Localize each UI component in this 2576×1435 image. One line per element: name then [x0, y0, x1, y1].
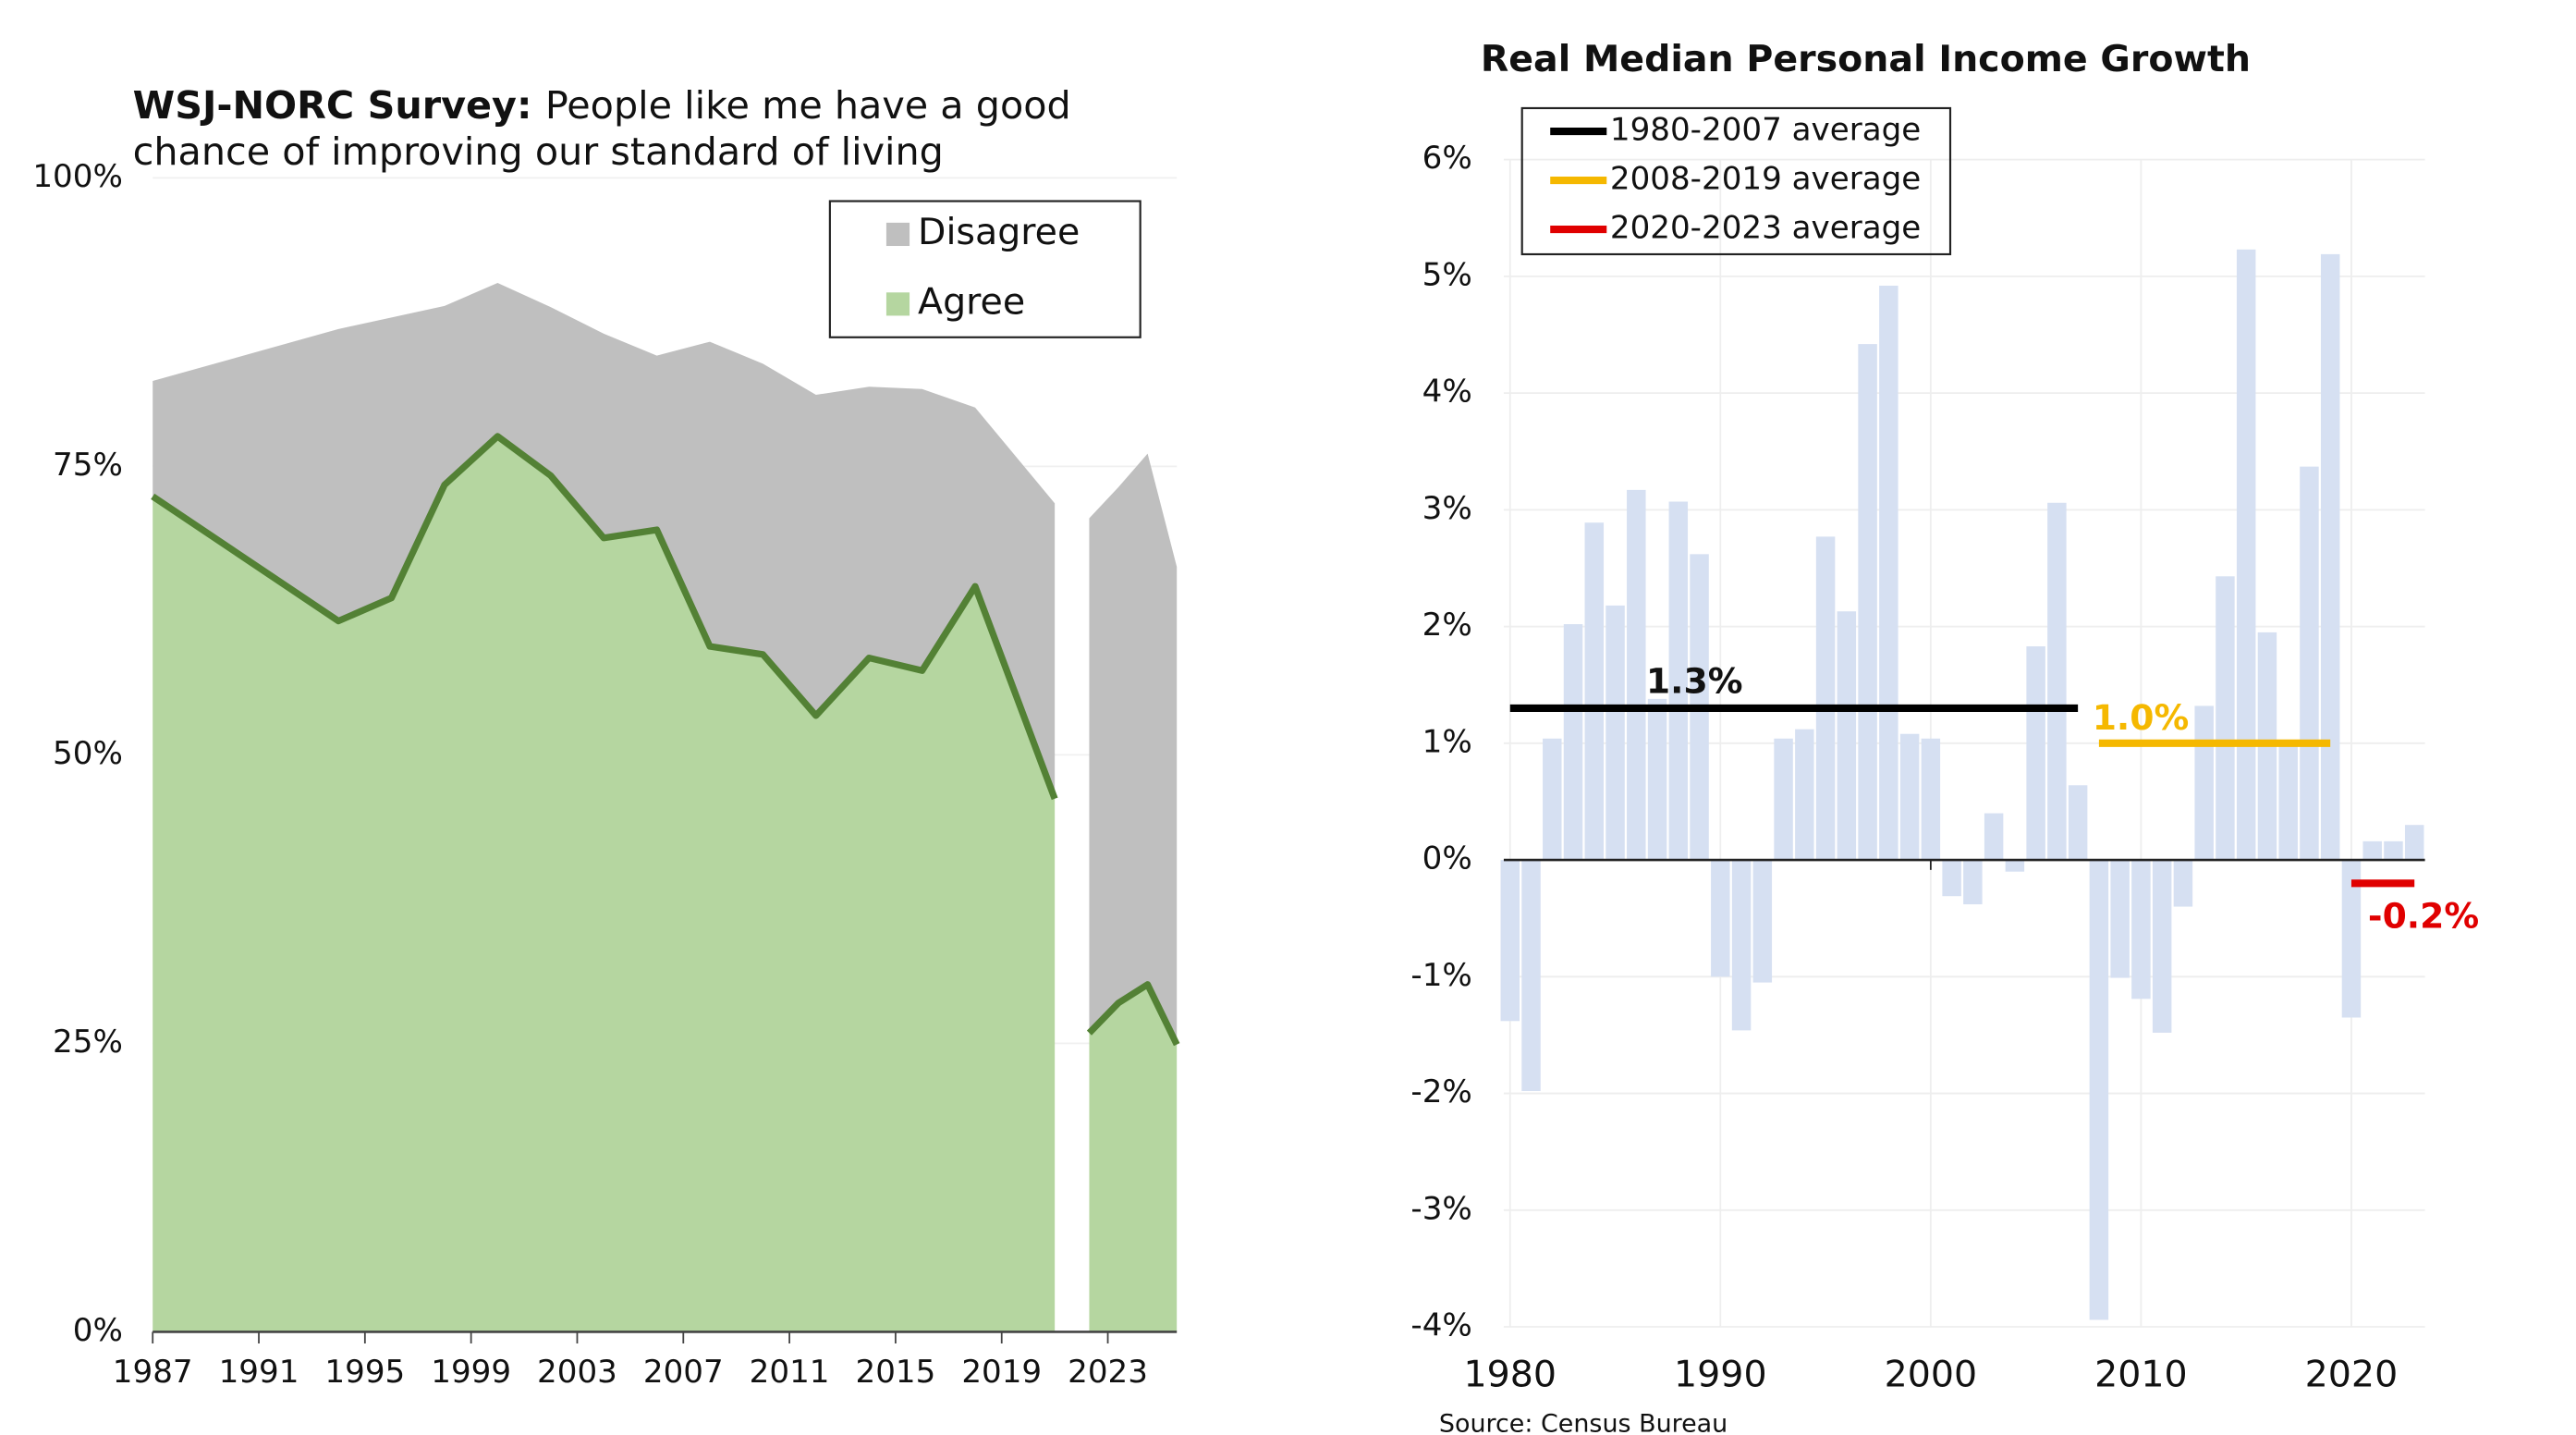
bar	[1731, 860, 1752, 1031]
bar	[1647, 698, 1667, 861]
bar	[1921, 738, 1941, 861]
bar	[1627, 489, 1646, 861]
bar	[2341, 860, 2362, 1018]
bar	[1984, 813, 2004, 861]
bar	[2194, 705, 2214, 861]
x-tick-label: 1995	[324, 1354, 405, 1391]
bar	[1500, 860, 1520, 1022]
bar	[2404, 825, 2424, 861]
bar	[2384, 840, 2403, 861]
y-tick-label: 50%	[53, 735, 123, 772]
average-label: 1.0%	[2093, 697, 2190, 738]
bar	[1815, 536, 1836, 861]
bar	[2216, 576, 2235, 861]
bar	[1858, 344, 1877, 861]
y-tick-label: 2%	[1422, 607, 1472, 644]
legend-label: 2020-2023 average	[1610, 210, 1921, 247]
average-label: 1.3%	[1646, 661, 1743, 702]
bar	[2236, 249, 2256, 861]
legend-label: Disagree	[918, 211, 1080, 253]
bar	[1711, 860, 1730, 977]
x-tick-label: 2023	[1068, 1354, 1148, 1391]
y-tick-label: -3%	[1410, 1190, 1471, 1227]
bar	[2131, 860, 2151, 1000]
bar	[1563, 624, 1583, 861]
x-tick-label: 2019	[961, 1354, 1042, 1391]
agree-line	[151, 433, 1058, 801]
x-tick-label: 2015	[856, 1354, 936, 1391]
bar	[2300, 466, 2319, 861]
bar	[2152, 860, 2172, 1033]
chart-subtitle: chance of improving our standard of livi…	[133, 129, 944, 174]
bar	[2173, 860, 2193, 907]
agree-line	[1086, 981, 1180, 1047]
bar	[1584, 522, 1605, 861]
bar	[2320, 253, 2340, 861]
x-tick-label: 2020	[2305, 1353, 2399, 1395]
chart-title: Real Median Personal Income Growth	[1481, 38, 2251, 80]
bar	[1668, 501, 1689, 861]
x-tick-label: 1999	[431, 1354, 511, 1391]
bar	[1899, 733, 1920, 861]
x-tick-label: 2000	[1885, 1353, 1978, 1395]
bar	[1774, 738, 1793, 861]
x-tick-label: 1990	[1674, 1353, 1767, 1395]
bar	[1837, 611, 1857, 861]
bar	[1795, 729, 1814, 861]
chart-subtitle: People like me have a good	[545, 83, 1071, 128]
bar	[1521, 860, 1541, 1092]
x-tick-label: 2007	[643, 1354, 724, 1391]
bar	[1605, 605, 1625, 861]
legend-swatch	[885, 222, 910, 247]
x-tick-label: 1987	[113, 1354, 193, 1391]
y-tick-label: 25%	[53, 1024, 123, 1061]
bar	[2005, 860, 2025, 872]
bar	[2047, 502, 2067, 861]
y-tick-label: 5%	[1422, 256, 1472, 293]
x-tick-label: 1980	[1464, 1353, 1557, 1395]
chart-title: WSJ-NORC Survey:	[133, 83, 532, 128]
bar	[1879, 285, 1898, 861]
bar	[1963, 860, 1983, 905]
bar	[1942, 860, 1961, 897]
bar	[2278, 745, 2298, 861]
y-tick-label: 100%	[32, 158, 123, 195]
legend-box	[828, 200, 1141, 338]
legend-swatch	[885, 292, 910, 316]
bar	[2110, 860, 2130, 978]
y-tick-label: 0%	[73, 1312, 123, 1349]
source-note: Source: Census Bureau	[1439, 1409, 1728, 1435]
average-label: -0.2%	[2368, 896, 2479, 937]
bar	[2362, 840, 2382, 861]
x-tick-label: 2010	[2094, 1353, 2188, 1395]
disagree-area	[153, 282, 1056, 799]
legend-label: Agree	[918, 280, 1025, 323]
y-tick-label: -1%	[1410, 957, 1471, 994]
y-tick-label: 0%	[1422, 840, 1472, 877]
y-tick-label: 1%	[1422, 723, 1472, 760]
legend-box	[1520, 106, 1952, 256]
y-tick-label: 3%	[1422, 490, 1472, 527]
y-tick-label: -2%	[1410, 1073, 1471, 1110]
bar	[2089, 860, 2109, 1320]
x-tick-label: 1991	[219, 1354, 299, 1391]
y-tick-label: 75%	[53, 447, 123, 484]
agree-area	[153, 435, 1056, 1332]
y-tick-label: -4%	[1410, 1307, 1471, 1344]
bar	[1543, 738, 1562, 861]
legend-label: 2008-2019 average	[1610, 161, 1921, 198]
disagree-area	[1089, 453, 1178, 1045]
bar	[2068, 785, 2088, 861]
y-tick-label: 6%	[1422, 140, 1472, 177]
x-tick-label: 2011	[750, 1354, 830, 1391]
x-tick-label: 2003	[537, 1354, 617, 1391]
agree-area	[1089, 984, 1178, 1332]
y-tick-label: 4%	[1422, 374, 1472, 411]
bar	[2026, 646, 2045, 861]
legend-label: 1980-2007 average	[1610, 112, 1921, 149]
bar	[1752, 860, 1773, 983]
